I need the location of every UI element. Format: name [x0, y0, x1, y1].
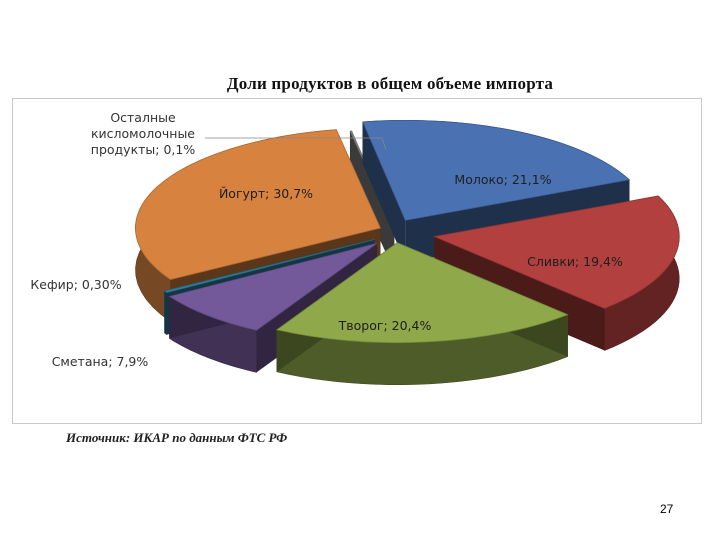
page-number: 27 — [660, 502, 674, 516]
slice-label-2: Творог; 20,4% — [338, 318, 432, 333]
slice-label-0: Молоко; 21,1% — [454, 172, 551, 187]
slice-label-1: Сливки; 19,4% — [527, 254, 623, 269]
pie-slice-2 — [275, 242, 569, 385]
leader-line — [205, 137, 387, 151]
slice-label-5: Йогурт; 30,7% — [219, 186, 313, 201]
slice-label-6: Осталные кисломолочные продукты; 0,1% — [91, 110, 196, 157]
slice-label-4: Кефир; 0,30% — [30, 277, 121, 292]
chart-title: Доли продуктов в общем объеме импорта — [226, 74, 554, 93]
source-note: Источник: ИКАР по данным ФТС РФ — [66, 430, 288, 445]
slice-label-3: Сметана; 7,9% — [52, 354, 149, 369]
